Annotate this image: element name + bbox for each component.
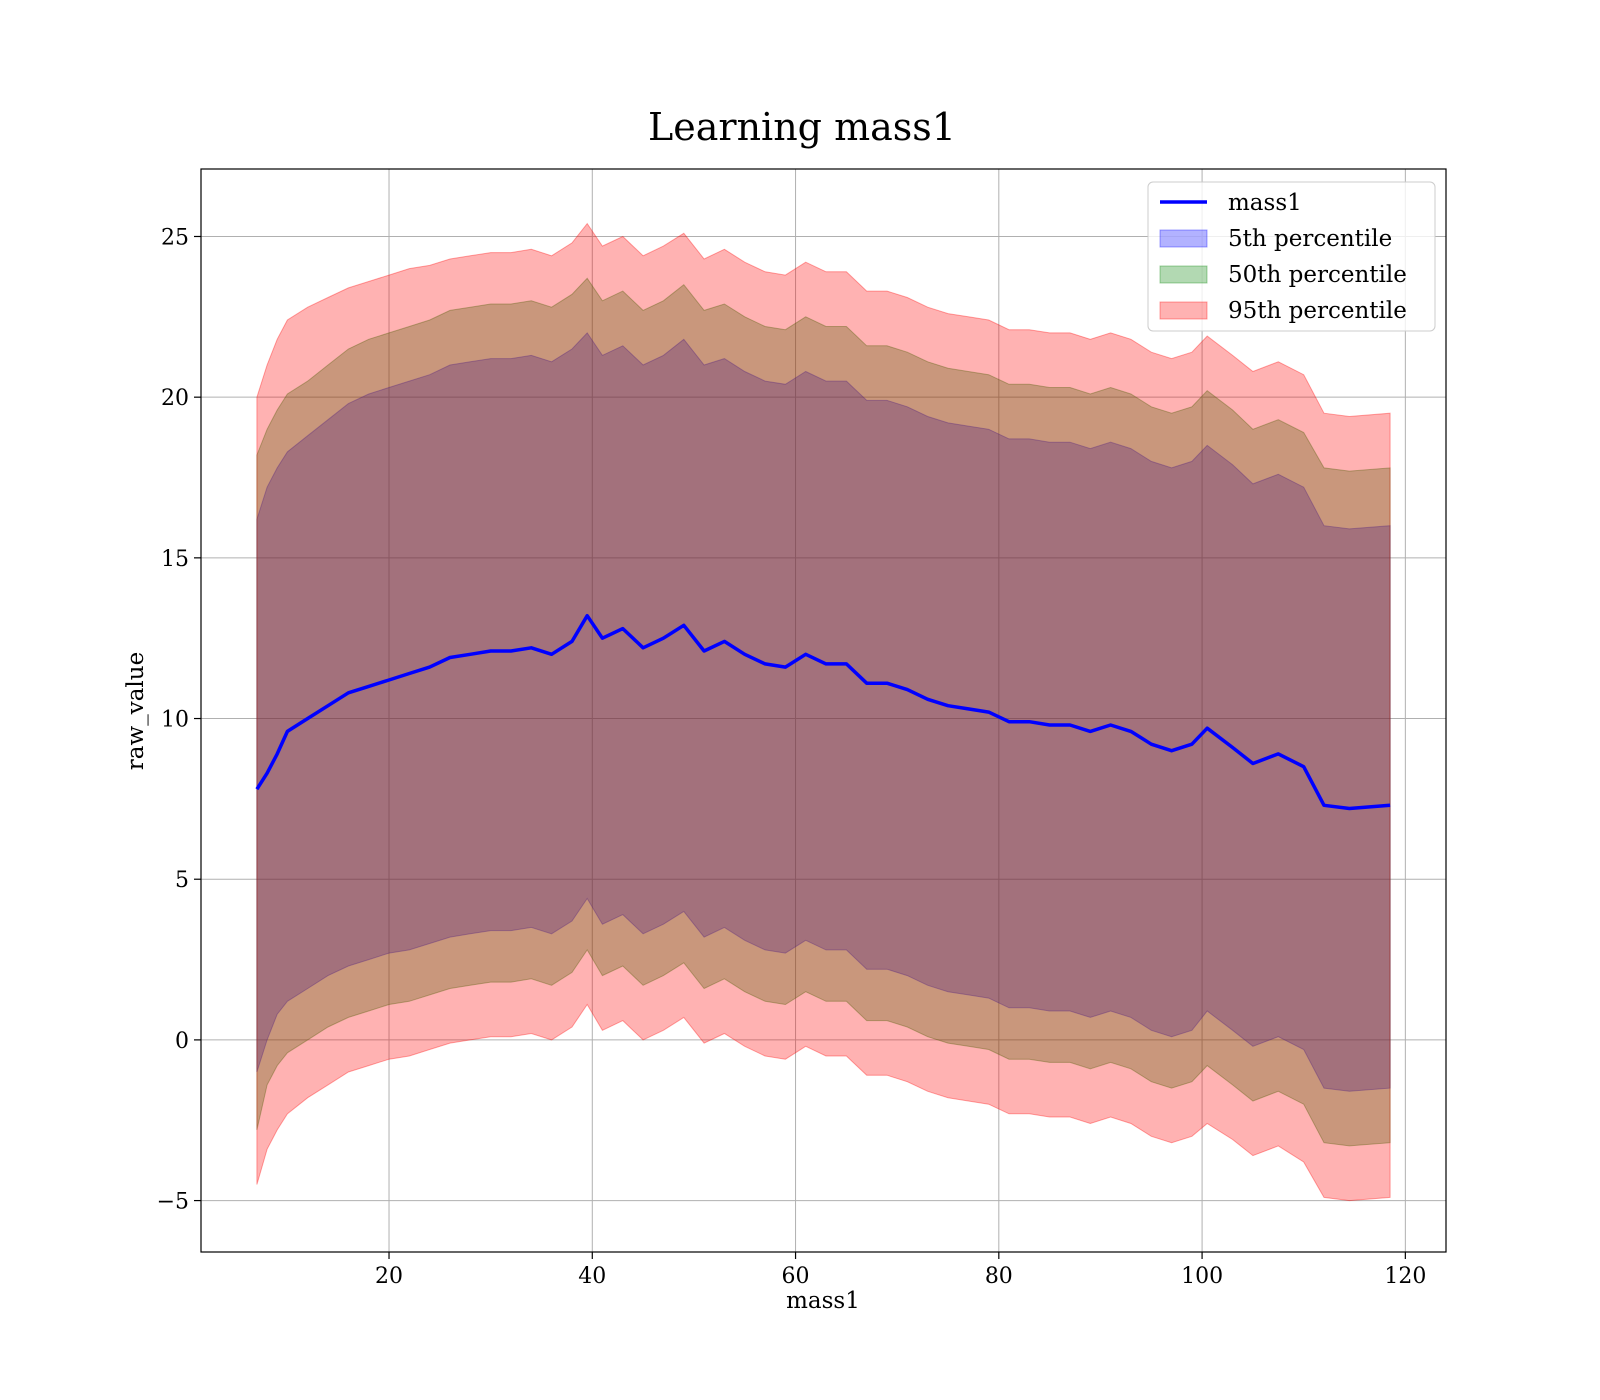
legend-swatch-patch	[1159, 301, 1208, 320]
y-tick-label: 10	[161, 708, 189, 733]
95th-percentile-band	[256, 222, 1391, 1202]
x-axis-label: mass1	[786, 1288, 860, 1314]
percentile-bands	[256, 222, 1391, 1202]
x-tick-label: 100	[1181, 1264, 1223, 1289]
x-tick-label: 20	[375, 1264, 403, 1289]
y-tick-label: 5	[175, 868, 189, 893]
chart-title: Learning mass1	[648, 105, 956, 149]
plot-frame	[200, 168, 1447, 1253]
y-tick-label: 25	[161, 225, 189, 250]
legend-label: 5th percentile	[1228, 226, 1392, 252]
x-tick-label: 120	[1384, 1264, 1426, 1289]
x-axis-ticks: 20 40 60 80 100 120	[375, 1252, 1426, 1289]
y-tick-label: −5	[157, 1190, 189, 1215]
y-axis-label: raw_value	[123, 652, 149, 770]
legend-label: mass1	[1228, 190, 1302, 216]
series-line-mass1	[255, 613, 1391, 811]
series-lines	[255, 613, 1391, 811]
y-axis-ticks: −5 0 5 10 15 20 25	[157, 225, 201, 1215]
x-tick-label: 40	[578, 1264, 606, 1289]
legend: mass1 5th percentile 50th percentile 95th p…	[1147, 181, 1436, 332]
legend-label: 95th percentile	[1228, 298, 1407, 324]
y-tick-label: 0	[175, 1029, 189, 1054]
y-tick-label: 20	[161, 386, 189, 411]
5th-percentile-band	[256, 332, 1391, 1092]
50th-percentile-band	[256, 277, 1391, 1147]
y-tick-label: 15	[161, 547, 189, 572]
x-tick-label: 80	[985, 1264, 1013, 1289]
legend-box	[1147, 181, 1436, 332]
legend-label: 50th percentile	[1228, 262, 1407, 288]
legend-swatch-patch	[1159, 265, 1208, 284]
legend-swatch-patch	[1159, 229, 1208, 248]
x-tick-label: 60	[782, 1264, 810, 1289]
